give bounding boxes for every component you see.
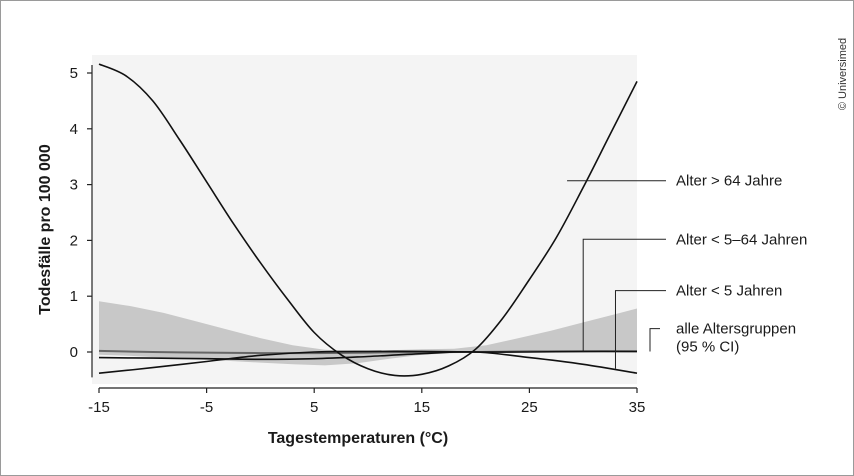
series-label: (95 % CI) bbox=[676, 338, 739, 355]
x-axis-title: Tagestemperaturen (°C) bbox=[268, 430, 448, 447]
x-tick-label: 5 bbox=[310, 399, 318, 416]
confidence-band-layer bbox=[99, 301, 637, 366]
leader-line bbox=[614, 290, 666, 369]
y-tick-label: 5 bbox=[70, 65, 78, 82]
x-tick-label: -5 bbox=[200, 399, 213, 416]
y-tick-label: 0 bbox=[70, 344, 78, 361]
y-tick-label: 4 bbox=[70, 121, 78, 138]
label-layer: Alter > 64 Jahre Alter < 5–64 Jahren Alter… bbox=[567, 173, 807, 369]
confidence-band bbox=[99, 301, 637, 366]
series-layer bbox=[98, 63, 638, 377]
series-label: alle Altersgruppen bbox=[676, 321, 796, 338]
y-axis-title: Todesfälle pro 100 000 bbox=[37, 144, 54, 315]
leader-line bbox=[649, 328, 660, 352]
y-tick-label: 3 bbox=[70, 177, 78, 194]
leader-line bbox=[582, 238, 666, 352]
x-tick-label: 25 bbox=[521, 399, 538, 416]
series-label: Alter > 64 Jahre bbox=[676, 173, 782, 190]
x-tick-label: 15 bbox=[413, 399, 430, 416]
axis-layer: 0 1 2 3 4 5 -15 -5 5 15 25 35 bbox=[70, 65, 646, 416]
series-label: Alter < 5–64 Jahren bbox=[676, 231, 807, 248]
x-tick-label: 35 bbox=[629, 399, 646, 416]
copyright-credit: © Universimed bbox=[837, 38, 849, 110]
x-tick-label: -15 bbox=[88, 399, 110, 416]
series-line-alter-5-64-jahren bbox=[98, 350, 638, 374]
series-line-alter-64-jahre bbox=[98, 63, 638, 377]
series-line-alter-5-jahren bbox=[98, 351, 638, 374]
y-tick-label: 2 bbox=[70, 232, 78, 249]
y-tick-label: 1 bbox=[70, 288, 78, 305]
series-label: Alter < 5 Jahren bbox=[676, 283, 782, 300]
